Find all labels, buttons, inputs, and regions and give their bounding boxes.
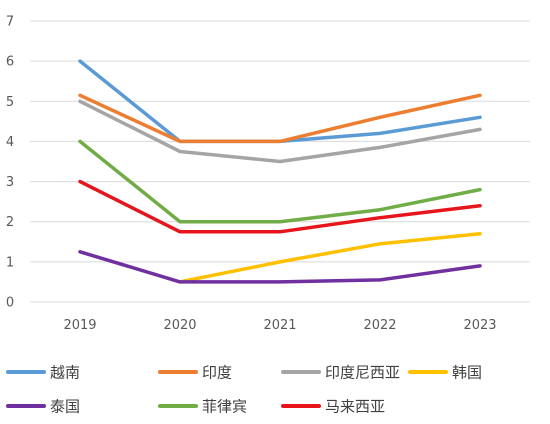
series-line	[78, 99, 482, 164]
legend-item: 泰国	[6, 398, 80, 416]
y-tick-label: 1	[6, 255, 14, 270]
y-tick-label: 5	[6, 95, 14, 110]
x-tick-label: 2021	[263, 318, 296, 333]
series-path	[78, 250, 482, 284]
legend-item: 印度	[158, 364, 232, 382]
series-path	[78, 93, 482, 144]
series-path	[78, 139, 482, 224]
legend-label: 印度尼西亚	[325, 364, 400, 382]
x-tick-label: 2019	[63, 318, 96, 333]
y-tick-label: 2	[6, 215, 14, 230]
y-tick-label: 4	[6, 135, 14, 150]
y-axis-ticks: 0 1 2 3 4 5 6 7	[6, 15, 14, 311]
x-axis-ticks: 2019 2020 2021 2022 2023	[63, 318, 496, 333]
x-tick-label: 2020	[163, 318, 196, 333]
legend-label: 印度	[202, 364, 232, 382]
legend-label: 泰国	[50, 398, 80, 416]
legend-label: 越南	[50, 364, 80, 382]
series-lines	[78, 59, 482, 284]
y-tick-label: 0	[6, 296, 14, 311]
series-line	[78, 93, 482, 144]
legend-label: 韩国	[452, 364, 482, 382]
series-path	[78, 179, 482, 234]
legend-label: 菲律宾	[202, 398, 247, 416]
series-line	[78, 139, 482, 224]
x-tick-label: 2022	[363, 318, 396, 333]
y-tick-label: 7	[6, 15, 14, 30]
series-line	[78, 179, 482, 234]
y-tick-label: 6	[6, 55, 14, 70]
x-tick-label: 2023	[463, 318, 496, 333]
series-line	[78, 250, 482, 284]
legend-item: 印度尼西亚	[281, 364, 400, 382]
legend-item: 菲律宾	[158, 398, 247, 416]
y-tick-label: 3	[6, 175, 14, 190]
legend-item: 马来西亚	[281, 398, 385, 416]
legend-item: 越南	[6, 364, 80, 382]
legend-item: 韩国	[408, 364, 482, 382]
legend-label: 马来西亚	[325, 398, 385, 416]
series-path	[178, 232, 482, 284]
series-line	[178, 232, 482, 284]
